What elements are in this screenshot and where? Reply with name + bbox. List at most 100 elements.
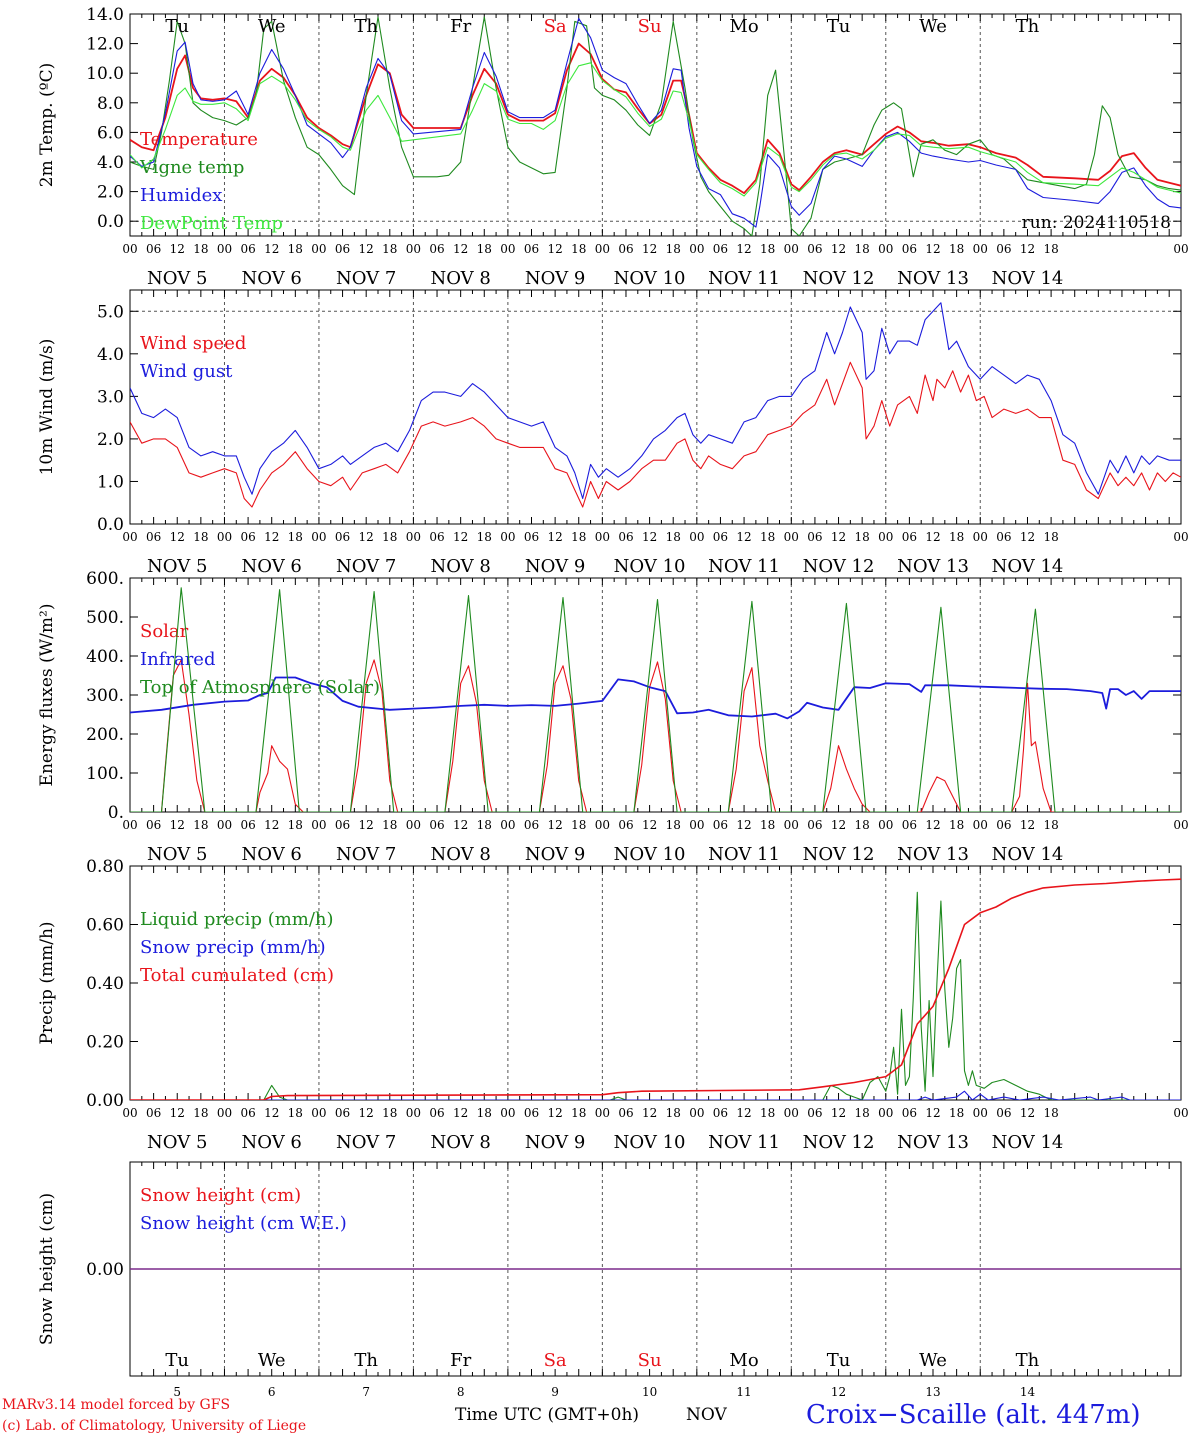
hour-tick-label: 12 xyxy=(359,1106,374,1120)
hour-tick-label: 18 xyxy=(193,530,208,544)
hour-tick-label: 00 xyxy=(973,530,988,544)
hour-tick-label: 12 xyxy=(925,242,940,256)
hour-tick-label: 00 xyxy=(595,818,610,832)
hour-tick-label: 12 xyxy=(736,242,751,256)
day-number-label: 11 xyxy=(736,1385,751,1399)
legend-entry: Liquid precip (mm/h) xyxy=(140,909,334,930)
y-tick-label: 0.0 xyxy=(97,212,124,232)
hour-tick-label: 00 xyxy=(311,242,326,256)
date-label: NOV 9 xyxy=(525,556,585,577)
legend-entry: DewPoint Temp xyxy=(140,213,283,234)
hour-tick-label: 06 xyxy=(524,818,539,832)
day-of-week-label: We xyxy=(258,16,286,37)
hour-tick-label: 06 xyxy=(902,1106,917,1120)
hour-tick-label: 18 xyxy=(288,242,303,256)
hour-tick-label: 18 xyxy=(855,818,870,832)
hour-tick-label: 06 xyxy=(618,1106,633,1120)
series-line-wind-gust xyxy=(130,302,1181,500)
hour-tick-label: 06 xyxy=(807,1106,822,1120)
date-label: NOV 8 xyxy=(430,844,490,865)
hour-tick-label: 06 xyxy=(618,530,633,544)
y-tick-label: 500. xyxy=(86,608,124,628)
hour-tick-label: 00 xyxy=(500,530,515,544)
y-tick-label: 2.0 xyxy=(97,183,124,203)
hour-tick-label: 12 xyxy=(453,818,468,832)
hour-tick-label: 06 xyxy=(713,818,728,832)
hour-tick-label: 18 xyxy=(666,242,681,256)
legend-entry: Temperature xyxy=(140,129,258,150)
legend-entry: Humidex xyxy=(140,185,222,206)
hour-tick-label: 00 xyxy=(500,1106,515,1120)
date-label: NOV 12 xyxy=(803,844,875,865)
hour-tick-label: 18 xyxy=(382,818,397,832)
run-label: run: 2024110518 xyxy=(1022,213,1171,233)
date-label: NOV 6 xyxy=(242,1132,302,1153)
y-axis-label: Precip (mm/h) xyxy=(37,921,57,1044)
date-label: NOV 14 xyxy=(992,556,1064,577)
y-tick-label: 0.60 xyxy=(86,916,124,936)
hour-tick-label: 18 xyxy=(855,530,870,544)
y-tick-label: 4.0 xyxy=(97,345,124,365)
hour-tick-label: 18 xyxy=(571,1106,586,1120)
hour-tick-label: 00 xyxy=(878,818,893,832)
y-tick-label: 0.40 xyxy=(86,974,124,994)
hour-tick-label: 06 xyxy=(146,818,161,832)
y-tick-label: 14.0 xyxy=(86,5,124,25)
panel-5: 0.00 Snow height (cm) Snow height (cm) Snow… xyxy=(37,1161,1182,1399)
day-number-label: 13 xyxy=(925,1385,940,1399)
date-label: NOV 5 xyxy=(147,268,207,289)
y-tick-label: 2.0 xyxy=(97,430,124,450)
hour-tick-label: 06 xyxy=(902,530,917,544)
hour-tick-label: 06 xyxy=(524,1106,539,1120)
hour-tick-label: 06 xyxy=(146,530,161,544)
series-line-snow-precip-mm-h- xyxy=(130,1090,1181,1100)
hour-tick-label: 18 xyxy=(288,818,303,832)
series-line-solar xyxy=(130,659,1181,812)
day-of-week-label: Mo xyxy=(729,16,758,37)
date-label: NOV 14 xyxy=(992,268,1064,289)
hour-tick-label: 12 xyxy=(264,242,279,256)
legend-entry: Snow height (cm W.E.) xyxy=(140,1213,347,1234)
hour-tick-label: 18 xyxy=(477,530,492,544)
hour-tick-label: 00 xyxy=(217,1106,232,1120)
date-label: NOV 7 xyxy=(336,556,396,577)
hour-tick-label: 18 xyxy=(666,1106,681,1120)
hour-tick-label: 06 xyxy=(429,242,444,256)
date-label: NOV 8 xyxy=(430,1132,490,1153)
hour-tick-label: 12 xyxy=(547,530,562,544)
hour-tick-label: 12 xyxy=(547,818,562,832)
y-tick-label: 5.0 xyxy=(97,302,124,322)
hour-tick-label: 00 xyxy=(1173,530,1188,544)
hour-tick-label: 12 xyxy=(925,818,940,832)
day-of-week-label: Tu xyxy=(827,16,851,37)
hour-tick-label: 06 xyxy=(335,242,350,256)
series-line-liquid-precip-mm-h- xyxy=(130,891,1181,1100)
date-label: NOV 10 xyxy=(614,556,686,577)
series-line-wind-speed xyxy=(130,361,1181,508)
date-label: NOV 8 xyxy=(430,556,490,577)
hour-tick-label: 12 xyxy=(1020,818,1035,832)
y-tick-label: 0.0 xyxy=(97,515,124,535)
time-axis-title: Time UTC (GMT+0h) xyxy=(455,1405,640,1425)
hour-tick-label: 06 xyxy=(807,242,822,256)
series-line-top-of-atmosphere-solar- xyxy=(130,587,1181,812)
hour-tick-label: 18 xyxy=(949,1106,964,1120)
day-number-label: 5 xyxy=(173,1385,181,1399)
hour-tick-label: 00 xyxy=(406,242,421,256)
hour-tick-label: 00 xyxy=(217,530,232,544)
y-tick-label: 0.00 xyxy=(86,1260,124,1280)
date-label: NOV 8 xyxy=(430,268,490,289)
day-of-week-label: Fr xyxy=(450,16,471,37)
hour-tick-label: 00 xyxy=(122,1106,137,1120)
hour-tick-label: 06 xyxy=(996,242,1011,256)
y-tick-label: 600. xyxy=(86,569,124,589)
hour-tick-label: 06 xyxy=(618,242,633,256)
hour-tick-label: 06 xyxy=(240,242,255,256)
hour-tick-label: 18 xyxy=(949,242,964,256)
hour-tick-label: 06 xyxy=(902,818,917,832)
y-tick-label: 6.0 xyxy=(97,123,124,143)
y-tick-label: 3.0 xyxy=(97,387,124,407)
hour-tick-label: 12 xyxy=(170,818,185,832)
day-of-week-label: Th xyxy=(354,1350,378,1371)
hour-tick-label: 12 xyxy=(170,242,185,256)
